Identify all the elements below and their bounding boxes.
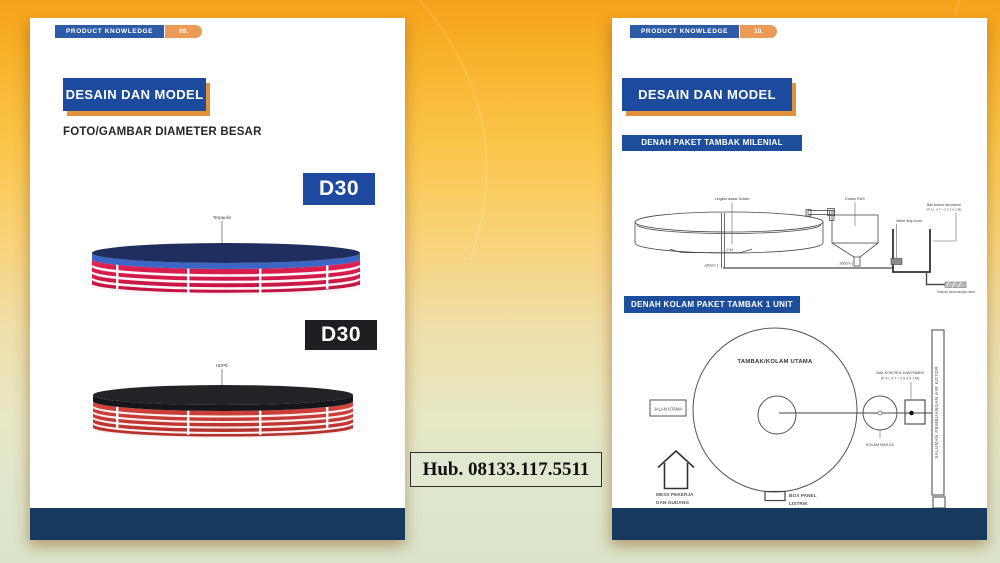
valve-label: Valve stop kran (896, 219, 922, 223)
pond-top-cover (93, 385, 353, 405)
bak-kontrol-square (904, 399, 926, 425)
pond-outlet-depth-label: ±50cm { (704, 264, 718, 268)
pond-post (116, 403, 119, 429)
page-left: PRODUCT KNOWLEDGE 09. DESAIN DAN MODEL F… (30, 18, 405, 540)
tambak-unit-plan-diagram: TAMBAK/KOLAM UTAMA KOLAM RAS D2 BAK KONT… (649, 327, 946, 509)
page-header-badge: PRODUCT KNOWLEDGE 09. (55, 25, 203, 38)
final-drain-label: Saluran pembuangan akhir (937, 290, 976, 294)
pond-rim (93, 395, 353, 411)
section-title: DESAIN DAN MODEL (622, 78, 792, 111)
drain-hatch (944, 281, 967, 288)
main-pond-label: TAMBAK/KOLAM UTAMA (737, 359, 813, 365)
product-knowledge-label: PRODUCT KNOWLEDGE (630, 25, 740, 38)
d30-tag-tarpaulin: D30 (303, 173, 375, 205)
page-number-badge: 09. (165, 25, 203, 38)
bak-kontrol-label-line1: BAK KONTROL DAN PANEN (876, 371, 924, 375)
page-subtitle: FOTO/GAMBAR DIAMETER BESAR (63, 126, 262, 138)
pond-stripe (90, 277, 362, 290)
ras-center-marker (877, 410, 883, 416)
panel-label-line1: BOX PANEL (789, 493, 817, 499)
page-footer-band (30, 508, 405, 540)
drain-end-box (932, 496, 946, 509)
pond-post (259, 407, 262, 435)
pond-base-notch (669, 248, 753, 253)
pond-walls (634, 222, 824, 243)
control-basin (892, 229, 931, 273)
contact-phone-box: Hub. 08133.117.5511 (410, 452, 602, 487)
bak-kontrol-label-line1: Bak kontrol dan panen (927, 203, 961, 207)
pond-inner-rim (636, 224, 822, 234)
ras-label: KOLAM RAS D2 (866, 443, 894, 447)
tarpaulin-pond-illustration: Terpaulin (90, 215, 362, 296)
road-label: JALAN UTAMA (654, 407, 683, 412)
pond-post (187, 267, 190, 295)
pond-top-cover (92, 243, 360, 263)
product-knowledge-label: PRODUCT KNOWLEDGE (55, 25, 165, 38)
pond-stripe (91, 411, 355, 424)
panel-box (764, 490, 786, 502)
pond-post (259, 267, 262, 295)
banner-denah-kolam-paket-tambak-1-unit: DENAH KOLAM PAKET TAMBAK 1 UNIT (624, 296, 800, 313)
page-number-badge: 10. (740, 25, 778, 38)
pond-stripe (91, 422, 355, 435)
page-footer-band (612, 508, 987, 540)
bak-kontrol-label-line2: (P X L X T = 2 X 2 X 1 M) (927, 208, 962, 212)
drain-channel-bar (931, 329, 945, 496)
pipe-fitting (805, 209, 812, 217)
bak-kontrol-leader (933, 213, 957, 242)
main-pond-circle (692, 327, 858, 493)
d30-tag-hdpe: D30 (305, 320, 377, 350)
pond-post (326, 403, 329, 429)
panel-label-line2: LISTRIK (789, 501, 808, 507)
final-drain-pipe (925, 272, 945, 286)
ras-outlet-depth-label: ±50cm { (839, 262, 853, 266)
road-box (649, 399, 687, 417)
standpipe (721, 213, 725, 268)
material-label-tarpaulin: Terpaulin (213, 215, 232, 220)
valve-box (890, 258, 903, 265)
house-icon-walls (663, 463, 689, 490)
pond-rim (92, 253, 360, 269)
house-icon (657, 449, 695, 469)
pond-stripe (90, 271, 362, 284)
pond-stripe (90, 284, 362, 296)
pond-base-label: Lingkar dasar Kolam (715, 197, 750, 201)
pipe-fitting (827, 208, 835, 216)
banner-denah-paket-tambak-milenial: DENAH PAKET TAMBAK MILENIAL (622, 135, 802, 151)
ras-label: Kolam RAS (845, 197, 865, 201)
pond-stripe (91, 428, 355, 439)
tambak-milenial-schematic: Lingkar dasar Kolam 2 M Kolam RAS ±50cm … (634, 197, 976, 294)
drain-hatch-lines (945, 281, 962, 288)
transfer-pipe (807, 210, 833, 215)
bak-kontrol-label-line2: (P X L X T = 2 X 2 X 1 M) (881, 377, 919, 381)
hdpe-pond-illustration: HDPE (91, 363, 355, 439)
page-header-badge: PRODUCT KNOWLEDGE 10. (630, 25, 778, 38)
inner-circle (757, 395, 797, 435)
pond-body (93, 401, 353, 438)
pond-stripe (91, 406, 355, 418)
ras-outlet (853, 256, 861, 267)
section-title: DESAIN DAN MODEL (63, 78, 206, 111)
pond-post (116, 262, 119, 289)
page-right: PRODUCT KNOWLEDGE 10. DESAIN DAN MODEL D… (612, 18, 987, 540)
pond-post (187, 407, 190, 435)
contact-phone-label: Hub. 08133.117.5511 (422, 458, 590, 480)
bak-kontrol-dot (909, 410, 914, 416)
drain-channel-label: SALURAN PEMBUANGAN AIR KOTOR (934, 366, 939, 458)
pond-rim-outline (634, 211, 824, 233)
pond-post (326, 262, 329, 289)
pond-stripe (90, 264, 362, 277)
depth-label: 2 M (727, 248, 733, 252)
material-label-hdpe: HDPE (216, 363, 229, 368)
ras-funnel (831, 242, 879, 258)
mess-label-line2: DAN GUDANG (656, 500, 689, 506)
mess-label-line1: MESS PEKERJA (656, 492, 694, 498)
pond-stripe (91, 417, 355, 429)
